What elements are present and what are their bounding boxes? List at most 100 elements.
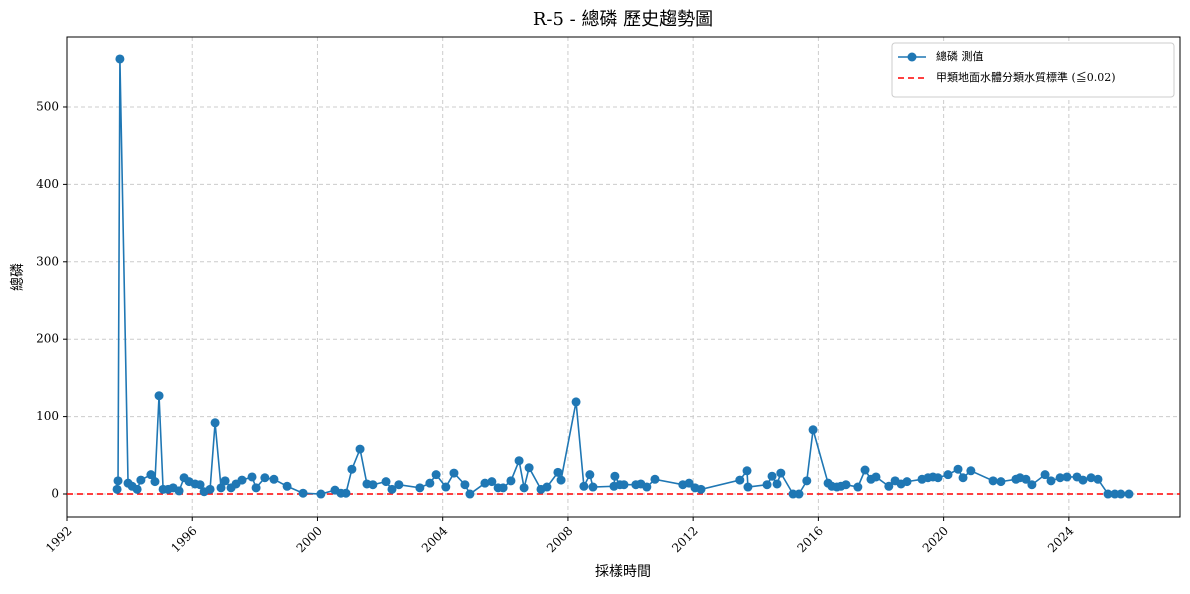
- data-point: [542, 482, 552, 492]
- data-point: [425, 478, 435, 488]
- y-tick-label: 400: [36, 177, 59, 191]
- data-point: [195, 480, 205, 490]
- data-point: [460, 480, 470, 490]
- data-point: [802, 476, 812, 486]
- data-point: [860, 465, 870, 475]
- data-point: [441, 482, 451, 492]
- data-point: [794, 489, 804, 499]
- data-point: [767, 471, 777, 481]
- data-point: [216, 483, 226, 493]
- data-point: [506, 476, 516, 486]
- data-point: [996, 477, 1006, 487]
- chart-title: R-5 - 總磷 歷史趨勢圖: [533, 9, 713, 30]
- x-tick-label: 1996: [168, 524, 199, 555]
- data-point: [933, 473, 943, 483]
- data-point: [519, 483, 529, 493]
- data-point: [650, 474, 660, 484]
- y-tick-label: 100: [36, 409, 59, 423]
- data-point: [1093, 474, 1103, 484]
- data-point: [487, 477, 497, 487]
- data-point: [387, 484, 397, 494]
- data-point: [174, 486, 184, 496]
- data-point: [579, 481, 589, 491]
- data-point: [115, 54, 125, 64]
- x-tick-label: 2004: [419, 523, 451, 555]
- y-tick-label: 300: [36, 254, 59, 268]
- data-point: [953, 464, 963, 474]
- data-point: [524, 463, 534, 473]
- data-point: [553, 467, 563, 477]
- data-point: [431, 470, 441, 480]
- data-point: [132, 484, 142, 494]
- data-point: [381, 477, 391, 487]
- data-point: [113, 476, 123, 486]
- data-point: [251, 483, 261, 493]
- data-point: [808, 425, 818, 435]
- data-point: [853, 482, 863, 492]
- data-point: [588, 482, 598, 492]
- data-point: [205, 484, 215, 494]
- x-tick-label: 2012: [669, 524, 700, 555]
- legend-label: 總磷 測值: [936, 49, 984, 63]
- data-point: [1062, 472, 1072, 482]
- data-point: [415, 483, 425, 493]
- data-point: [642, 482, 652, 492]
- x-tick-label: 2020: [920, 524, 951, 555]
- legend-label: 甲類地面水體分類水質標準 (≦0.02): [936, 70, 1116, 84]
- series-line: [116, 58, 1129, 496]
- y-tick-label: 0: [51, 487, 59, 501]
- y-axis-label: 總磷: [9, 263, 26, 291]
- y-tick-label: 200: [36, 332, 59, 346]
- data-point: [220, 476, 230, 486]
- data-point: [154, 391, 164, 401]
- data-point: [298, 488, 308, 498]
- data-point: [1116, 489, 1126, 499]
- data-point: [1124, 489, 1134, 499]
- data-point: [341, 488, 351, 498]
- data-point: [150, 477, 160, 487]
- data-point: [696, 484, 706, 494]
- data-point: [1046, 476, 1056, 486]
- data-point: [260, 473, 270, 483]
- x-tick-label: 2008: [544, 524, 575, 555]
- data-point: [1055, 473, 1065, 483]
- data-point: [394, 480, 404, 490]
- data-point: [514, 456, 524, 466]
- x-tick-label: 1992: [43, 524, 74, 555]
- data-point: [871, 472, 881, 482]
- data-point: [282, 481, 292, 491]
- data-point: [743, 482, 753, 492]
- x-tick-label: 2000: [294, 524, 325, 555]
- data-point: [368, 480, 378, 490]
- data-point: [355, 444, 365, 454]
- data-point: [237, 475, 247, 485]
- data-point: [449, 468, 459, 478]
- data-point: [136, 475, 146, 485]
- data-point: [772, 479, 782, 489]
- data-point: [210, 418, 220, 428]
- data-point: [943, 470, 953, 480]
- data-point: [571, 397, 581, 407]
- data-point: [316, 489, 326, 499]
- data-point: [958, 473, 968, 483]
- data-point: [1086, 473, 1096, 483]
- data-point: [966, 466, 976, 476]
- legend-box: [891, 42, 1175, 98]
- data-point: [556, 475, 566, 485]
- y-tick-label: 500: [36, 99, 59, 113]
- data-point: [619, 480, 629, 490]
- x-tick-label: 2016: [794, 524, 825, 555]
- x-axis-label: 採樣時間: [595, 563, 651, 580]
- x-tick-label: 2024: [1045, 523, 1077, 555]
- data-point: [988, 476, 998, 486]
- data-point: [1078, 475, 1088, 485]
- data-point: [1040, 470, 1050, 480]
- legend-marker: [907, 52, 917, 62]
- data-point: [585, 470, 595, 480]
- data-point: [884, 481, 894, 491]
- data-point: [498, 483, 508, 493]
- data-point: [1021, 474, 1031, 484]
- data-point: [112, 484, 122, 494]
- plot-frame: [66, 36, 1181, 518]
